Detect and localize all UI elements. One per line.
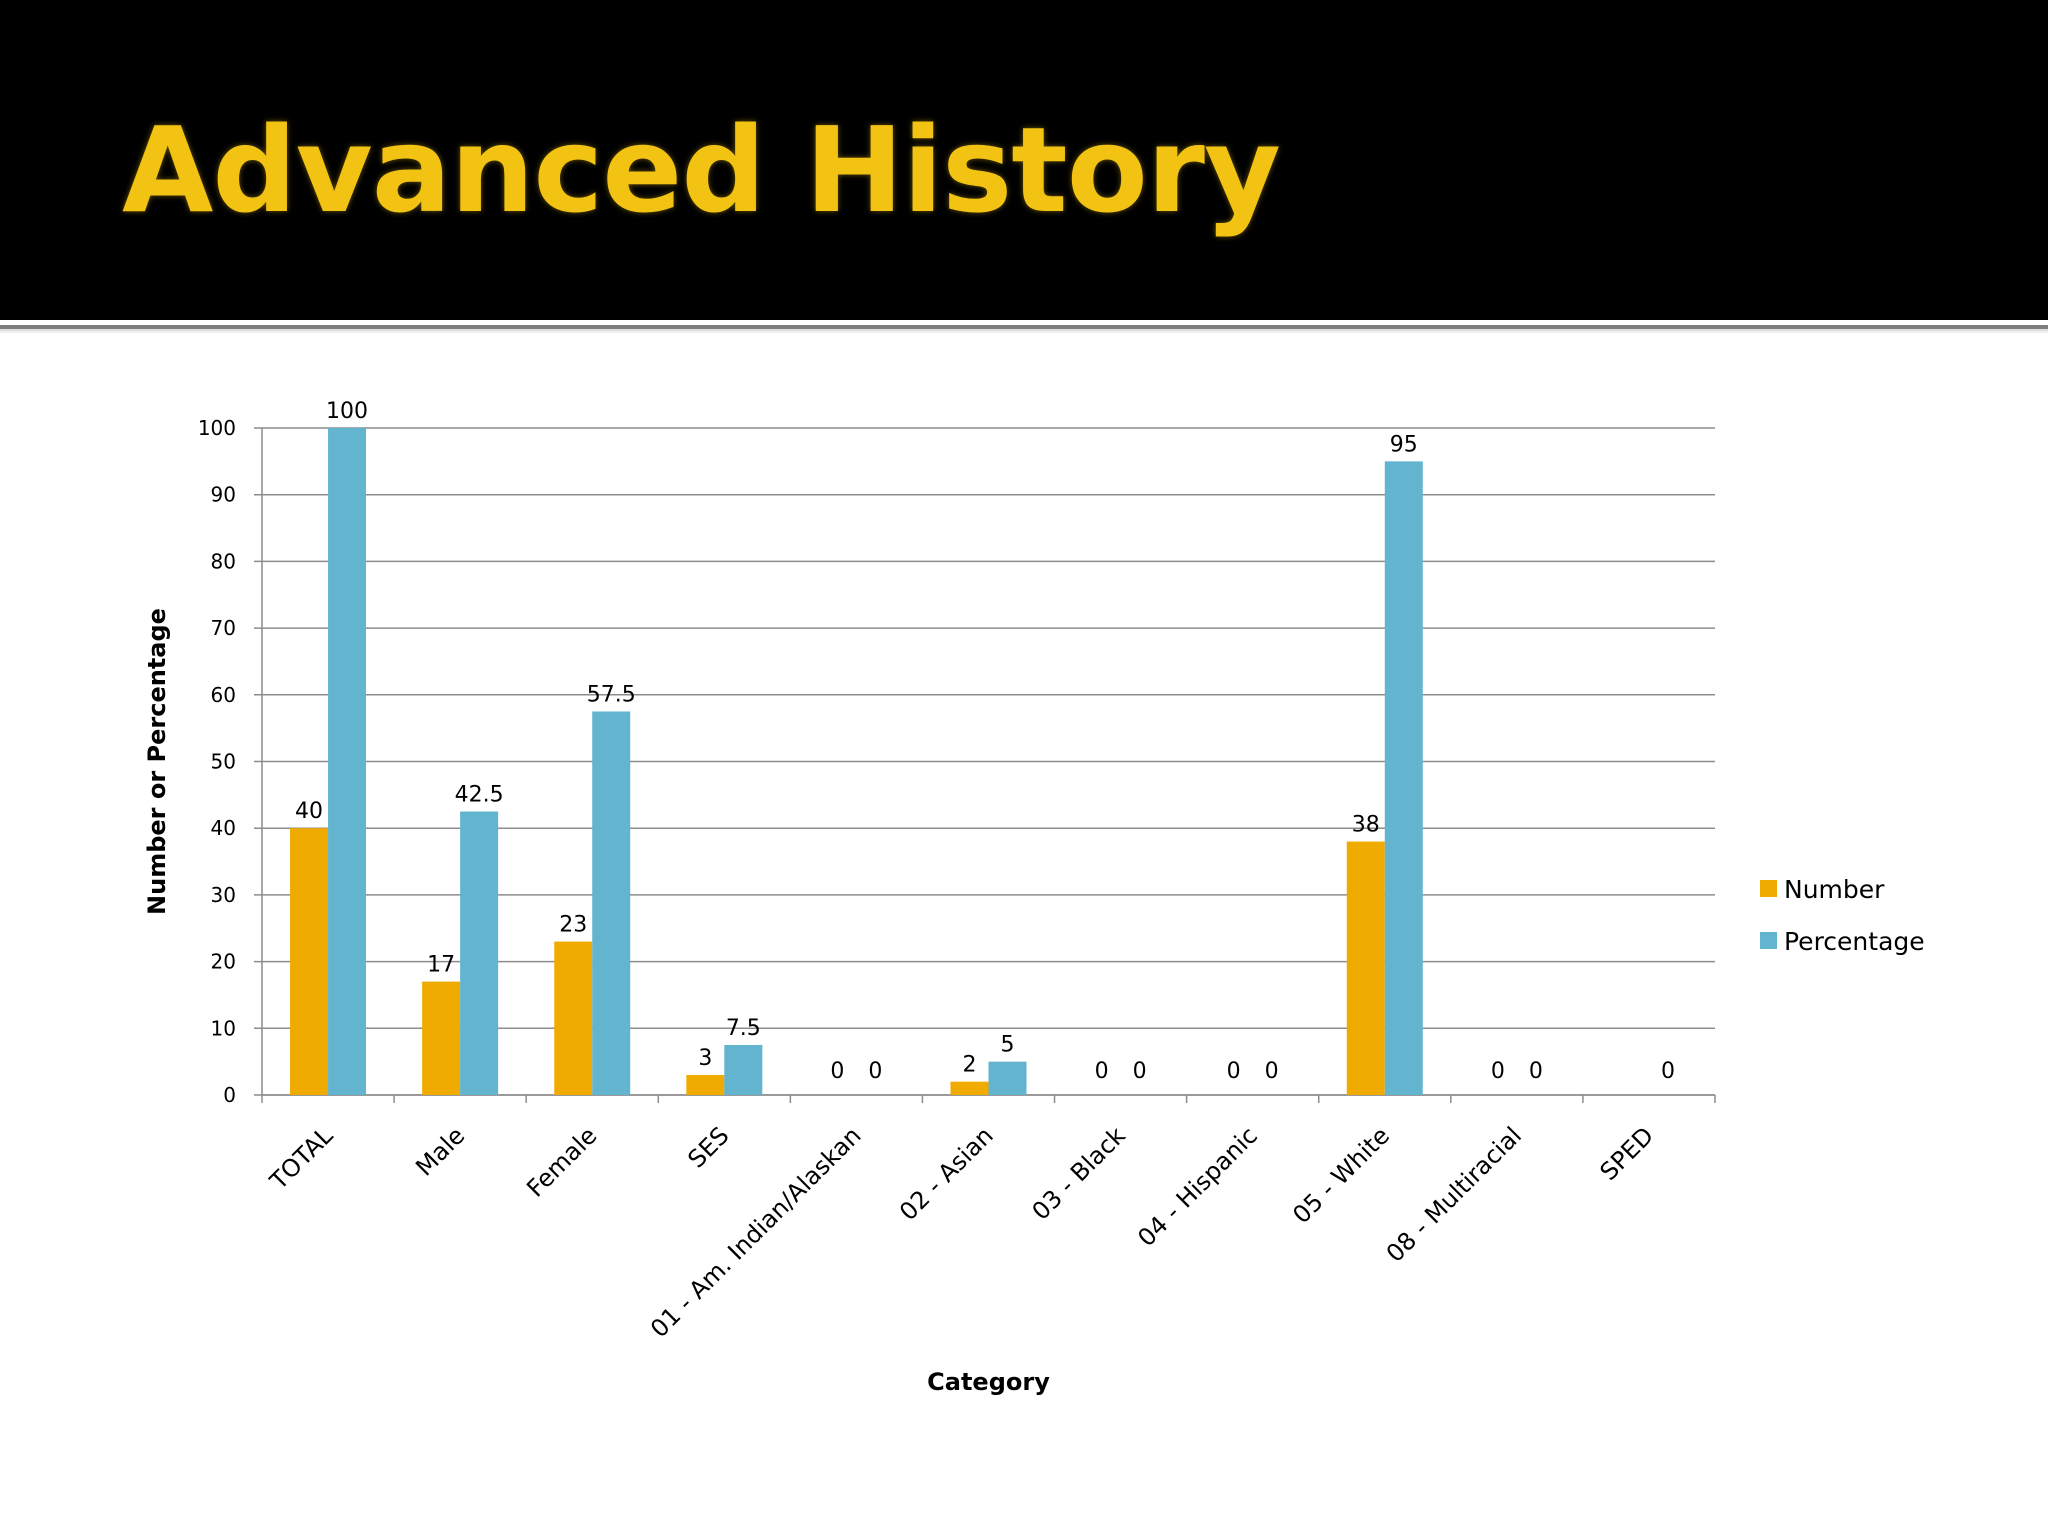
bar-number: [686, 1074, 725, 1095]
x-category-label: Male: [410, 1121, 470, 1181]
slide-title: Advanced History: [122, 101, 1281, 239]
bar-percentage: [988, 1061, 1027, 1095]
y-tick-label: 40: [211, 816, 236, 840]
x-category-label: SPED: [1595, 1121, 1660, 1186]
bar-percentage: [724, 1044, 763, 1095]
y-tick-label: 10: [211, 1016, 236, 1040]
data-label-number: 38: [1352, 813, 1380, 838]
data-label-percentage: 0: [1529, 1059, 1543, 1084]
y-tick-label: 70: [211, 616, 236, 640]
legend-label-number: Number: [1784, 875, 1885, 904]
data-label-percentage: 7.5: [726, 1016, 761, 1041]
data-label-number: 0: [1095, 1059, 1109, 1084]
y-tick-label: 0: [223, 1083, 236, 1107]
data-label-percentage: 0: [1133, 1059, 1147, 1084]
data-label-percentage: 100: [326, 399, 368, 424]
data-label-percentage: 42.5: [455, 783, 504, 808]
x-category-label: Female: [521, 1121, 602, 1202]
x-axis-title: Category: [927, 1368, 1050, 1396]
bar-percentage: [592, 711, 631, 1095]
data-label-percentage: 57.5: [587, 682, 636, 707]
x-category-label: 01 - Am. Indian/Alaskan: [645, 1121, 867, 1343]
x-category-label: 04 - Hispanic: [1132, 1121, 1263, 1252]
x-category-label: 02 - Asian: [894, 1121, 999, 1226]
y-tick-label: 20: [211, 950, 236, 974]
y-tick-label: 100: [198, 416, 236, 440]
y-tick-label: 30: [211, 883, 236, 907]
bar-number: [422, 981, 461, 1095]
y-tick-label: 90: [211, 483, 236, 507]
data-label-number: 3: [698, 1046, 712, 1071]
bar-number: [554, 941, 593, 1095]
legend-swatch-number: [1760, 880, 1777, 897]
data-label-percentage: 0: [868, 1059, 882, 1084]
x-category-label: 03 - Black: [1027, 1121, 1131, 1225]
data-label-number: 17: [427, 953, 455, 978]
legend-swatch-percentage: [1760, 932, 1777, 949]
x-category-label: TOTAL: [264, 1121, 339, 1196]
data-label-number: 0: [830, 1059, 844, 1084]
data-label-number: 23: [559, 913, 587, 938]
bar-percentage: [328, 428, 367, 1095]
y-axis-title: Number or Percentage: [143, 608, 171, 915]
x-category-label: 08 - Multiracial: [1381, 1121, 1527, 1267]
title-divider: [0, 320, 2048, 334]
bar-number: [290, 828, 329, 1095]
bar-number: [1346, 841, 1385, 1095]
data-label-number: 0: [1227, 1059, 1241, 1084]
y-tick-label: 50: [211, 750, 236, 774]
data-label-percentage: 0: [1661, 1059, 1675, 1084]
data-label-number: 40: [295, 799, 323, 824]
x-category-label: SES: [682, 1121, 734, 1173]
bar-percentage: [460, 811, 499, 1095]
data-label-number: 0: [1491, 1059, 1505, 1084]
data-label-percentage: 0: [1265, 1059, 1279, 1084]
legend-label-percentage: Percentage: [1784, 927, 1925, 956]
data-label-percentage: 5: [1001, 1033, 1015, 1058]
data-label-percentage: 95: [1390, 432, 1418, 457]
y-tick-label: 60: [211, 683, 236, 707]
title-banner: [0, 0, 2048, 320]
bar-percentage: [1384, 461, 1423, 1096]
bar-number: [950, 1081, 989, 1095]
data-label-number: 2: [963, 1053, 977, 1078]
y-tick-label: 80: [211, 549, 236, 573]
x-category-label: 05 - White: [1287, 1121, 1395, 1229]
